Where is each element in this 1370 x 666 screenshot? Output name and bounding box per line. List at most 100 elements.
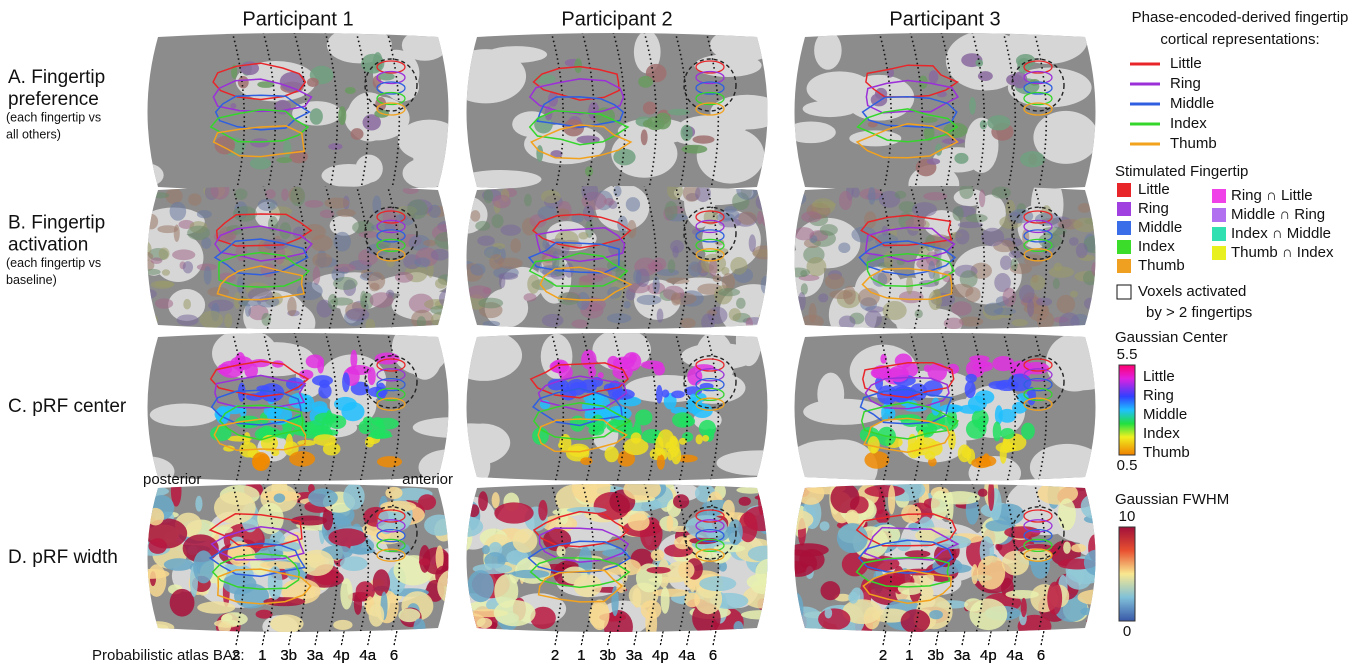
- activation-blob: [623, 301, 630, 309]
- activation-blob: [538, 206, 558, 220]
- activation-blob: [801, 283, 808, 294]
- activation-blob: [736, 298, 746, 309]
- activation-blob: [418, 494, 436, 510]
- activation-blob: [864, 485, 904, 497]
- activation-blob: [613, 186, 621, 197]
- activation-blob: [929, 70, 939, 83]
- activation-blob: [133, 251, 153, 261]
- atlas-area: 3b: [599, 647, 616, 664]
- activation-blob: [159, 248, 170, 260]
- legend-label: Ring ∩ Little: [1231, 187, 1313, 204]
- activation-blob: [542, 314, 564, 327]
- brain-map: [780, 327, 1110, 497]
- activation-blob: [1081, 494, 1109, 519]
- gyrus: [398, 120, 461, 161]
- activation-blob: [556, 545, 565, 556]
- colorbar-label: Ring: [1143, 387, 1174, 404]
- activation-blob: [237, 276, 244, 293]
- activation-blob: [313, 266, 321, 285]
- activation-blob: [414, 257, 430, 267]
- activation-blob: [431, 249, 449, 261]
- activation-blob: [312, 253, 332, 268]
- activation-blob: [965, 381, 976, 398]
- activation-blob: [164, 558, 194, 571]
- row-sublabel: baseline): [6, 273, 57, 287]
- activation-blob: [736, 486, 764, 493]
- activation-blob: [924, 365, 931, 372]
- gyrus: [1030, 444, 1105, 491]
- activation-blob: [258, 199, 278, 211]
- brain-map: [133, 180, 463, 345]
- activation-blob: [1069, 237, 1079, 246]
- activation-blob: [848, 592, 858, 604]
- activation-blob: [1021, 423, 1035, 440]
- atlas-arrow: [315, 630, 318, 645]
- activation-blob: [373, 569, 390, 596]
- brain-map: [430, 473, 786, 644]
- legend-title: Stimulated Fingertip: [1115, 163, 1248, 180]
- atlas-arrow: [883, 630, 886, 645]
- colorbar-label: Index: [1143, 425, 1180, 442]
- legend-swatch: [1117, 285, 1131, 299]
- activation-blob: [1000, 428, 1014, 439]
- activation-blob: [647, 567, 671, 574]
- activation-blob: [136, 621, 175, 634]
- atlas-area: 6: [1037, 647, 1045, 664]
- activation-blob: [678, 561, 694, 579]
- activation-blob: [1021, 598, 1027, 617]
- activation-blob: [359, 231, 380, 238]
- activation-blob: [1000, 444, 1007, 464]
- activation-blob: [738, 212, 756, 225]
- activation-blob: [1084, 298, 1097, 310]
- legend-label: Little: [1138, 181, 1170, 198]
- activation-blob: [604, 198, 615, 206]
- activation-blob: [958, 222, 983, 229]
- activation-blob: [419, 558, 430, 565]
- atlas-area: 2: [879, 647, 887, 664]
- activation-blob: [145, 269, 160, 275]
- colorbar-label: Little: [1143, 368, 1175, 385]
- activation-blob: [1083, 271, 1097, 286]
- activation-blob: [940, 491, 980, 504]
- activation-blob: [607, 313, 631, 323]
- row-label: B. Fingertip: [8, 213, 105, 234]
- activation-blob: [283, 140, 291, 157]
- activation-blob: [571, 319, 588, 328]
- activation-blob: [1073, 218, 1099, 233]
- atlas-arrow: [368, 630, 371, 645]
- legend-label: Thumb ∩ Index: [1231, 244, 1334, 261]
- brain-map: [123, 320, 493, 487]
- activation-blob: [499, 274, 505, 288]
- activation-blob: [670, 240, 684, 253]
- activation-blob: [417, 316, 426, 329]
- activation-blob: [718, 288, 740, 296]
- activation-blob: [265, 189, 276, 199]
- activation-blob: [578, 232, 588, 239]
- atlas-area: 6: [709, 647, 717, 664]
- atlas-title: Probabilistic atlas BAs:: [92, 647, 245, 664]
- activation-blob: [591, 415, 605, 432]
- legend-label: Thumb: [1138, 257, 1185, 274]
- legend-label: Thumb: [1170, 135, 1217, 152]
- atlas-area: 4p: [980, 647, 997, 664]
- gyrus: [407, 328, 444, 351]
- activation-blob: [342, 372, 350, 392]
- activation-blob: [306, 354, 324, 368]
- gyrus: [446, 49, 526, 103]
- activation-blob: [318, 384, 331, 399]
- activation-blob: [868, 186, 875, 204]
- activation-blob: [652, 589, 689, 597]
- activation-blob: [139, 289, 157, 299]
- activation-blob: [741, 610, 781, 619]
- activation-blob: [538, 500, 547, 521]
- activation-blob: [762, 212, 781, 229]
- activation-blob: [988, 479, 994, 511]
- activation-blob: [1005, 590, 1038, 599]
- activation-blob: [733, 621, 743, 634]
- activation-blob: [276, 157, 292, 163]
- activation-blob: [346, 308, 369, 321]
- activation-blob: [801, 211, 821, 222]
- activation-blob: [623, 478, 661, 500]
- activation-blob: [536, 145, 543, 162]
- activation-blob: [656, 385, 663, 404]
